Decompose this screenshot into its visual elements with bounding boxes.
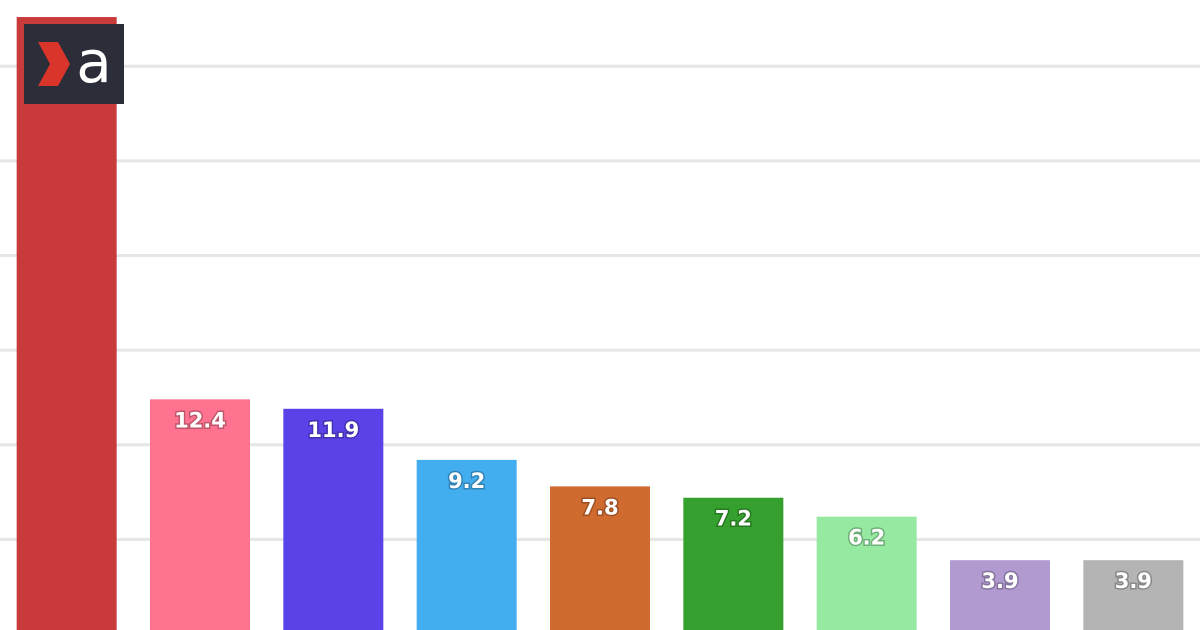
bar bbox=[683, 497, 784, 630]
bar bbox=[283, 408, 384, 630]
value-label: 6.2 bbox=[848, 526, 885, 550]
value-label: 7.8 bbox=[581, 495, 618, 519]
value-label: 3.9 bbox=[1115, 569, 1152, 593]
bar bbox=[16, 17, 117, 630]
value-label: 9.2 bbox=[448, 469, 485, 493]
bar bbox=[416, 459, 517, 630]
logo-chevron bbox=[38, 42, 70, 86]
logo-box bbox=[24, 24, 124, 104]
bar bbox=[816, 516, 917, 630]
value-label: 12.4 bbox=[174, 408, 226, 432]
value-label: 11.9 bbox=[307, 418, 359, 442]
bar bbox=[550, 486, 650, 630]
bar bbox=[150, 399, 250, 630]
bar bbox=[950, 560, 1050, 630]
value-label: 3.9 bbox=[981, 569, 1018, 593]
value-label: 7.2 bbox=[715, 507, 752, 531]
logo-letter: a bbox=[76, 28, 112, 96]
logo: a bbox=[24, 24, 124, 104]
bar bbox=[1083, 560, 1184, 630]
